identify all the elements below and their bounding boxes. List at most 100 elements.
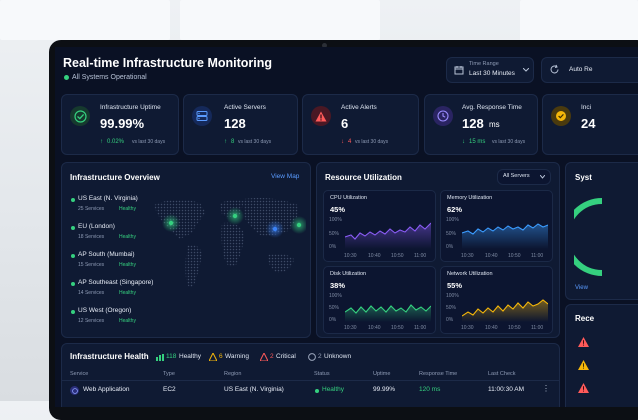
kpi-card-servers: Active Servers 128 ↑ 8 vs last 30 days bbox=[183, 94, 298, 155]
y-tick: 100% bbox=[329, 217, 342, 223]
kpi-card-uptime: Infrastructure Uptime 99.99% ↑ 0.02% vs … bbox=[61, 94, 179, 155]
kpi-label: Active Servers bbox=[224, 104, 266, 111]
region-status: Healthy bbox=[119, 262, 136, 268]
column-header[interactable]: Response Time bbox=[419, 371, 458, 377]
column-header[interactable]: Type bbox=[163, 371, 175, 377]
calendar-icon bbox=[454, 66, 464, 75]
column-header[interactable]: Last Check bbox=[488, 371, 516, 377]
healthy-chart-icon bbox=[156, 354, 164, 361]
background-window bbox=[180, 0, 380, 40]
x-tick: 10:50 bbox=[508, 325, 521, 331]
x-tick: 10:40 bbox=[485, 325, 498, 331]
x-tick: 11:00 bbox=[414, 325, 427, 331]
warning-count: 6 bbox=[219, 353, 223, 360]
kpi-label: Infrastructure Uptime bbox=[100, 104, 161, 111]
x-tick: 10:50 bbox=[391, 253, 404, 259]
server-filter-select[interactable]: All Servers bbox=[497, 169, 551, 185]
x-tick: 10:30 bbox=[344, 325, 357, 331]
incident-icon bbox=[551, 106, 571, 126]
arrow-down-icon: ↓ bbox=[341, 139, 344, 145]
service-icon bbox=[70, 386, 79, 395]
y-tick: 100% bbox=[329, 293, 342, 299]
recent-alerts-panel: Rece bbox=[565, 304, 638, 407]
x-tick: 11:00 bbox=[531, 325, 544, 331]
kpi-label: Avg. Response Time bbox=[462, 104, 522, 111]
region-name: AP South (Mumbai) bbox=[78, 251, 135, 258]
service-last-check: 11:00:30 AM bbox=[488, 386, 525, 393]
kpi-label: Active Alerts bbox=[341, 104, 377, 111]
chart-value: 38% bbox=[330, 281, 346, 290]
region-status: Healthy bbox=[119, 318, 136, 324]
y-tick: 50% bbox=[446, 231, 457, 237]
column-header[interactable]: Region bbox=[224, 371, 242, 377]
chart-card-network: Network Utilization 55% 100% 50% 0% 10:3… bbox=[440, 266, 553, 334]
warning-alert-icon bbox=[578, 360, 589, 370]
service-uptime: 99.99% bbox=[373, 386, 396, 393]
kpi-compare: vs last 30 days bbox=[238, 139, 272, 145]
kpi-value: 6 bbox=[341, 116, 349, 131]
more-options-icon[interactable]: ⋮ bbox=[542, 384, 550, 393]
check-icon bbox=[70, 106, 90, 126]
column-header[interactable]: Service bbox=[70, 371, 89, 377]
chevron-down-icon bbox=[540, 175, 545, 179]
arrow-down-icon: ↓ bbox=[462, 139, 465, 145]
kpi-compare: vs last 30 days bbox=[492, 139, 526, 145]
chart-card-memory: Memory Utilization 62% 100% 50% 0% 10:30… bbox=[440, 190, 553, 262]
system-status-panel: Syst View bbox=[565, 162, 638, 300]
memory-line-chart bbox=[462, 223, 548, 249]
region-name: US West (Oregon) bbox=[78, 307, 132, 314]
y-tick: 0% bbox=[329, 244, 337, 250]
x-tick: 10:30 bbox=[461, 325, 474, 331]
x-tick: 11:00 bbox=[414, 253, 427, 259]
unknown-label: Unknown bbox=[324, 353, 352, 360]
kpi-card-incidents: Inci 24 bbox=[542, 94, 638, 155]
healthy-label: Healthy bbox=[179, 353, 202, 360]
world-map[interactable] bbox=[148, 191, 306, 301]
cpu-line-chart bbox=[345, 222, 431, 249]
auto-refresh-button[interactable]: Auto Re bbox=[541, 57, 638, 83]
chart-card-disk: Disk Utilization 38% 100% 50% 0% 10:30 1… bbox=[323, 266, 436, 334]
y-tick: 100% bbox=[446, 293, 459, 299]
service-status: Healthy bbox=[322, 386, 345, 393]
warning-label: Warning bbox=[225, 353, 249, 360]
view-map-link[interactable]: View Map bbox=[271, 173, 300, 180]
chart-value: 45% bbox=[330, 205, 346, 214]
infrastructure-overview-panel: Infrastructure Overview View Map US East… bbox=[61, 162, 311, 338]
chart-value: 62% bbox=[447, 205, 463, 214]
service-type: EC2 bbox=[163, 386, 176, 393]
time-range-label: Time Range bbox=[469, 61, 499, 67]
clock-icon bbox=[433, 106, 453, 126]
column-header[interactable]: Uptime bbox=[373, 371, 391, 377]
network-line-chart bbox=[462, 299, 548, 322]
dashboard-screen: Real-time Infrastructure Monitoring All … bbox=[55, 47, 638, 407]
y-tick: 50% bbox=[329, 231, 340, 237]
table-row[interactable]: Web Application EC2 US East (N. Virginia… bbox=[62, 380, 559, 399]
y-tick: 0% bbox=[329, 317, 337, 323]
region-status-dot bbox=[71, 310, 75, 314]
x-tick: 10:50 bbox=[508, 253, 521, 259]
y-tick: 0% bbox=[446, 244, 454, 250]
column-header[interactable]: Status bbox=[314, 371, 330, 377]
service-region: US East (N. Virginia) bbox=[224, 386, 284, 393]
region-name: EU (London) bbox=[78, 223, 115, 230]
time-range-select[interactable]: Time Range Last 30 Minutes bbox=[446, 57, 534, 83]
refresh-icon bbox=[550, 64, 559, 74]
page-title: Real-time Infrastructure Monitoring bbox=[63, 56, 273, 70]
kpi-value: 128 bbox=[462, 116, 484, 131]
x-tick: 10:30 bbox=[344, 253, 357, 259]
service-response: 120 ms bbox=[419, 386, 441, 393]
kpi-card-alerts: Active Alerts 6 ↓ 4 vs last 30 days bbox=[302, 94, 419, 155]
region-services: 14 Services bbox=[78, 290, 105, 296]
region-status-dot bbox=[71, 254, 75, 258]
unknown-icon bbox=[308, 353, 316, 361]
kpi-delta: 8 bbox=[231, 139, 235, 145]
view-link[interactable]: View bbox=[575, 285, 588, 291]
warning-icon bbox=[209, 353, 217, 361]
panel-title: Syst bbox=[575, 173, 592, 182]
auto-refresh-label: Auto Re bbox=[569, 66, 593, 73]
panel-title: Infrastructure Health bbox=[70, 352, 149, 361]
service-status-dot bbox=[315, 389, 319, 393]
critical-alert-icon bbox=[578, 383, 589, 393]
kpi-delta: 4 bbox=[348, 139, 352, 145]
region-status: Healthy bbox=[119, 290, 136, 296]
